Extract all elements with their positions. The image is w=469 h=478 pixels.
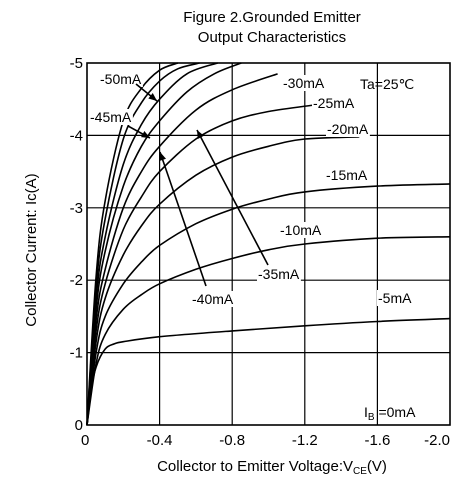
x-axis-label-main: Collector to Emitter Voltage:V bbox=[157, 458, 353, 475]
label-arrow-line bbox=[159, 151, 207, 287]
series-label: -15mA bbox=[326, 167, 368, 183]
series-label-background bbox=[257, 266, 301, 282]
x-axis-label-sub: CE bbox=[353, 466, 367, 477]
data-series bbox=[86, 62, 451, 426]
chart-subtitle: Output Characteristics bbox=[198, 29, 346, 46]
label-arrow-head bbox=[148, 93, 157, 101]
series-label-background bbox=[282, 75, 326, 91]
x-tick-label: -0.4 bbox=[147, 432, 173, 449]
series-label: -10mA bbox=[280, 222, 322, 238]
series-label: -5mA bbox=[378, 290, 412, 306]
y-tick-label: -3 bbox=[70, 200, 83, 217]
series-label-background bbox=[99, 71, 143, 87]
x-tick-label: -2.0 bbox=[424, 432, 450, 449]
series-label: -40mA bbox=[192, 291, 234, 307]
x-tick-label: 0 bbox=[81, 432, 89, 449]
condition-label: Ta=25℃ bbox=[360, 76, 414, 92]
series-label: -25mA bbox=[313, 95, 355, 111]
x-tick-labels: 0 -0.4 -0.8 -1.2 -1.6 -2.0 bbox=[81, 432, 450, 449]
base-current-subscript: B bbox=[368, 412, 375, 423]
base-current-symbol: I bbox=[364, 404, 368, 420]
series-label-background bbox=[89, 109, 133, 125]
series-label-background bbox=[279, 222, 323, 238]
series-line bbox=[86, 236, 451, 426]
base-current-zero-label: IB =0mA bbox=[364, 404, 416, 423]
x-axis-label-unit: (V) bbox=[367, 458, 387, 475]
series-label-background bbox=[326, 121, 370, 137]
series-line bbox=[86, 104, 315, 426]
label-arrow-head bbox=[141, 130, 150, 138]
label-arrow-line bbox=[196, 129, 269, 266]
y-tick-labels: 0 -1 -2 -3 -4 -5 bbox=[70, 55, 83, 434]
plot-frame bbox=[86, 62, 451, 426]
y-tick-label: -5 bbox=[70, 55, 83, 72]
series-label-background bbox=[325, 167, 369, 183]
series-label: -20mA bbox=[327, 121, 369, 137]
x-tick-label: -0.8 bbox=[219, 432, 245, 449]
curve-labels: -5mA -10mA -15mA -20mA -25mA -30mA -35mA -40mA -… bbox=[89, 71, 414, 307]
x-axis-label: Collector to Emitter Voltage:VCE(V) bbox=[157, 458, 387, 477]
y-tick-label: 0 bbox=[75, 417, 83, 434]
grid-lines bbox=[87, 63, 450, 425]
x-tick-label: -1.6 bbox=[364, 432, 390, 449]
series-label-background bbox=[377, 290, 414, 306]
series-label: -35mA bbox=[258, 266, 300, 282]
series-line bbox=[86, 62, 179, 426]
series-line bbox=[86, 62, 218, 426]
label-arrows bbox=[127, 83, 269, 287]
base-current-value: =0mA bbox=[375, 404, 417, 420]
series-line bbox=[86, 62, 200, 426]
series-label: -50mA bbox=[100, 71, 142, 87]
y-tick-label: -2 bbox=[70, 272, 83, 289]
x-tick-label: -1.2 bbox=[292, 432, 318, 449]
series-line bbox=[86, 62, 242, 426]
y-tick-label: -1 bbox=[70, 345, 83, 362]
label-arrow-head bbox=[159, 152, 167, 161]
series-label-background bbox=[191, 291, 235, 307]
series-line bbox=[86, 136, 360, 426]
y-axis-label: Collector Current: Ic(A) bbox=[23, 173, 40, 326]
series-line bbox=[86, 183, 451, 426]
chart-title: Figure 2.Grounded Emitter bbox=[183, 9, 361, 26]
plot-area: -5mA -10mA -15mA -20mA -25mA -30mA -35mA -40mA -… bbox=[86, 62, 451, 426]
series-line bbox=[86, 73, 278, 426]
series-label: -45mA bbox=[90, 109, 132, 125]
y-tick-label: -4 bbox=[70, 127, 83, 144]
series-label: -30mA bbox=[283, 75, 325, 91]
series-label-background bbox=[312, 95, 356, 111]
label-arrow-head bbox=[197, 130, 204, 139]
